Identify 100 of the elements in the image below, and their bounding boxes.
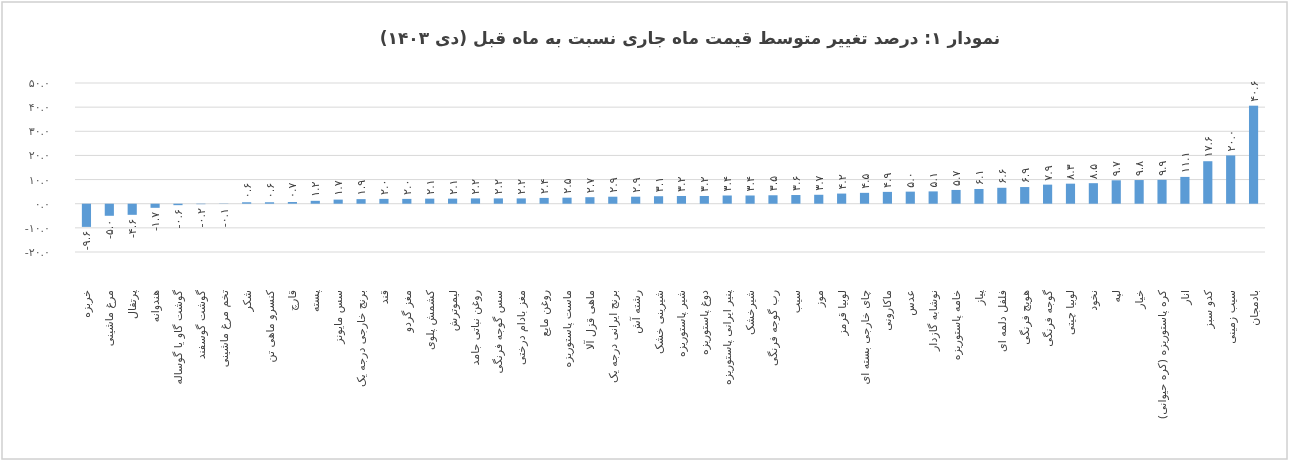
y-tick-label: ۰.۰ [34, 197, 50, 211]
bar [1203, 161, 1213, 204]
data-label: -۵.۰ [103, 219, 117, 240]
x-tick-label: موز [812, 289, 826, 308]
bar [1180, 176, 1190, 204]
data-label: ۴.۹ [881, 172, 895, 188]
data-label: ۰.۷ [286, 182, 300, 199]
bar [699, 195, 709, 204]
x-tick-label: سس گوجه فرنگی [492, 290, 506, 374]
data-label: ۱۷.۶ [1201, 135, 1215, 158]
data-label: ۹.۸ [1133, 160, 1147, 177]
bar [859, 192, 870, 204]
bar [493, 198, 503, 204]
x-tick-label: گوجه فرنگی [1041, 289, 1055, 347]
data-label: ۴۰.۶ [1247, 80, 1261, 102]
data-label: ۸.۳ [1064, 164, 1078, 180]
data-label: ۷.۹ [1041, 165, 1055, 181]
bar [631, 196, 641, 204]
x-tick-label: قند [377, 290, 391, 305]
bar [653, 196, 664, 204]
x-tick-label: لیموترش [446, 290, 460, 332]
bar [379, 198, 389, 204]
x-tick-label: خیار [1133, 290, 1147, 310]
x-tick-label: کره پاستوریزه (کره حیوانی) [1156, 289, 1170, 420]
bar [676, 195, 687, 204]
x-tick-label: چای خارجی بسته ای [858, 290, 872, 385]
bar [837, 193, 847, 204]
x-tick-label: هندوانه [149, 289, 163, 323]
x-tick-label: پیاز [972, 290, 986, 307]
data-label: -۱.۷ [149, 211, 163, 232]
data-label: ۲.۱ [423, 179, 437, 195]
x-tick-label: لپه [1110, 290, 1124, 303]
x-tick-label: پرتقال [126, 290, 140, 320]
x-tick-label: ماهی قزل آلا [582, 289, 597, 350]
bar [1157, 179, 1167, 204]
x-tick-label: خامه پاستوریزه [950, 290, 964, 361]
x-tick-label: فلفل دلمه ای [995, 290, 1009, 352]
bar [1248, 105, 1259, 204]
data-label: ۱۱.۱ [1178, 151, 1192, 173]
bar [333, 199, 343, 204]
x-tick-label: سیب [789, 290, 803, 314]
data-label: -۰.۶ [171, 209, 185, 229]
bar [1043, 184, 1053, 204]
bar [608, 196, 618, 204]
x-tick-label: رب گوجه فرنگی [766, 290, 780, 366]
bar [448, 198, 458, 204]
data-label: ۹.۷ [1110, 160, 1124, 177]
data-label: ۲.۹ [606, 177, 620, 193]
data-label: ۹.۹ [1156, 160, 1170, 176]
data-label: ۳.۱ [652, 176, 666, 193]
data-label: ۲.۲ [469, 179, 483, 195]
bar [974, 188, 984, 204]
data-label: ۱.۹ [355, 179, 369, 196]
bar [997, 187, 1007, 204]
x-tick-label: برنج ایرانی درجه یک [606, 290, 620, 384]
x-tick-label: سیب زمینی [1224, 290, 1238, 344]
bar [310, 200, 320, 204]
data-label: ۰.۶ [263, 182, 277, 199]
bar [470, 198, 481, 204]
data-label: ۲.۴ [538, 178, 552, 194]
bar [127, 203, 137, 215]
x-tick-label: پنیر ایرانی پاستوریزه [721, 290, 735, 386]
x-tick-label: مغز بادام درختی [515, 289, 529, 365]
x-tick-label: ماست پاستوریزه [561, 289, 575, 368]
data-label: -۰.۲ [194, 208, 208, 228]
y-tick-label: ۲۰.۰ [28, 149, 50, 163]
bar [745, 195, 755, 204]
y-tick-label: ۴۰.۰ [28, 101, 50, 115]
x-tick-label: کنسرو ماهی تن [263, 289, 277, 363]
x-tick-label: روغن نباتی جامد [469, 290, 483, 366]
bar [1065, 183, 1076, 204]
x-tick-label: شیر پاستوریزه [675, 290, 689, 357]
data-label: ۲.۱ [446, 179, 460, 195]
x-tick-label: مرغ ماشینی [103, 289, 117, 347]
data-label: ۶.۱ [972, 169, 986, 185]
data-label: ۲.۷ [583, 177, 597, 194]
x-tick-label: شیرخشک [744, 290, 758, 336]
bar [951, 189, 961, 204]
x-tick-label: نخود [1087, 290, 1101, 311]
x-tick-label: دوغ پاستوریزه [698, 289, 712, 356]
data-label: ۲.۹ [629, 177, 643, 193]
data-label: -۹.۶ [80, 230, 94, 251]
bar [150, 203, 160, 208]
y-tick-label: -۲۰.۰ [24, 246, 50, 259]
data-label: ۳.۴ [721, 176, 735, 192]
bar [402, 198, 412, 204]
y-tick-label: ۵۰.۰ [28, 77, 50, 90]
bar [814, 194, 824, 204]
data-label: ۲.۵ [561, 178, 575, 194]
data-label: ۴.۲ [835, 174, 849, 190]
y-tick-label: -۱۰.۰ [24, 221, 50, 235]
x-tick-label: انار [1178, 290, 1192, 306]
data-label: ۳.۲ [698, 176, 712, 192]
x-tick-label: هویج فرنگی [1018, 289, 1032, 345]
data-label: ۰.۶ [240, 182, 254, 199]
data-label: -۰.۱ [217, 207, 231, 228]
x-tick-label: کدو سبز [1201, 289, 1215, 330]
chart-title: نمودار ۱: درصد تغییر متوسط قیمت ماه جاری نسبت به ماه قبل (دی ۱۴۰۳) [379, 28, 1001, 49]
x-tick-label: گوشت گوسفند [194, 289, 208, 360]
bar [928, 191, 938, 204]
